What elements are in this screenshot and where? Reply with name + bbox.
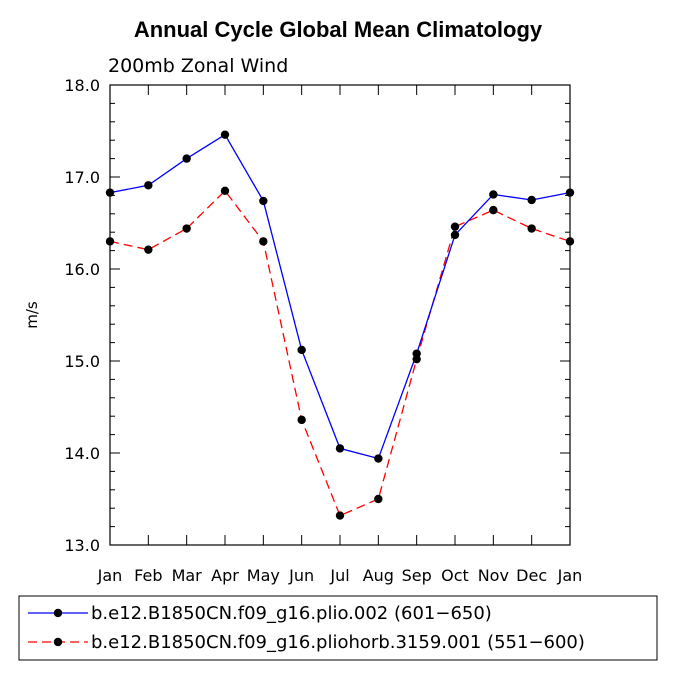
series-1-point [450, 222, 460, 231]
x-tick-label: Jan [557, 566, 583, 585]
series-0-point [297, 345, 306, 355]
series-1-point [297, 415, 306, 425]
x-tick-label: Jun [288, 566, 314, 585]
x-tick-label: Jan [97, 566, 123, 585]
series-0-point [259, 196, 268, 206]
legend-box [18, 595, 658, 661]
series-1-point [220, 186, 230, 195]
y-axis-label: m/s [23, 301, 41, 329]
legend-label-0: b.e12.B1850CN.f09_g16.plio.002 (601−650) [91, 603, 492, 624]
plot-frame [109, 84, 571, 546]
legend-label-1: b.e12.B1850CN.f09_g16.pliohorb.3159.001 … [91, 632, 585, 653]
series-1-point [374, 494, 383, 504]
x-tick-label: Dec [516, 566, 547, 585]
y-tick-label: 16.0 [64, 260, 100, 279]
x-tick-label: Mar [172, 566, 203, 585]
y-tick-label: 18.0 [64, 76, 100, 95]
legend: b.e12.B1850CN.f09_g16.plio.002 (601−650)… [18, 595, 658, 661]
series-1-point [144, 245, 153, 254]
series-1-point [182, 224, 191, 233]
series-0-point [489, 190, 498, 199]
series-0-point [565, 188, 575, 197]
y-tick-label: 15.0 [64, 352, 100, 371]
x-tick-label: Feb [134, 566, 162, 585]
series-0-point [105, 188, 115, 197]
series-1-point [527, 224, 536, 233]
series-1-point [105, 237, 115, 246]
chart-subtitle: 200mb Zonal Wind [108, 55, 288, 77]
series-0-point [527, 195, 536, 205]
x-tick-label: Sep [402, 566, 432, 585]
y-tick-label: 14.0 [64, 444, 100, 463]
chart-title: Annual Cycle Global Mean Climatology [134, 17, 543, 42]
series-0-point [412, 349, 421, 358]
x-tick-label: May [247, 566, 280, 585]
series-0-point [144, 181, 153, 190]
series-line-0 [109, 133, 571, 460]
series-1-point [259, 237, 268, 246]
series-0-point [450, 230, 460, 240]
series-line-1 [109, 189, 571, 517]
series-1-point [489, 205, 498, 215]
legend-marker-0 [53, 608, 63, 618]
y-tick-label: 17.0 [64, 168, 100, 187]
x-tick-label: Apr [211, 566, 239, 585]
x-tick-label: Aug [363, 566, 394, 585]
x-tick-label: Oct [441, 566, 469, 585]
axis-ticks: Jan Feb Mar Apr May Jun Jul Aug Sep Oct Nov Dec Jan 1… [64, 76, 582, 585]
series-layer [105, 130, 575, 520]
series-1-point [335, 511, 345, 520]
series-0-point [220, 130, 230, 139]
series-0-point [374, 454, 383, 463]
x-tick-label: Jul [329, 566, 349, 585]
series-0-point [182, 154, 191, 163]
x-tick-label: Nov [478, 566, 509, 585]
series-0-point [335, 444, 345, 453]
legend-marker-1 [53, 637, 63, 647]
series-1-point [565, 237, 575, 246]
y-tick-label: 13.0 [64, 536, 100, 555]
